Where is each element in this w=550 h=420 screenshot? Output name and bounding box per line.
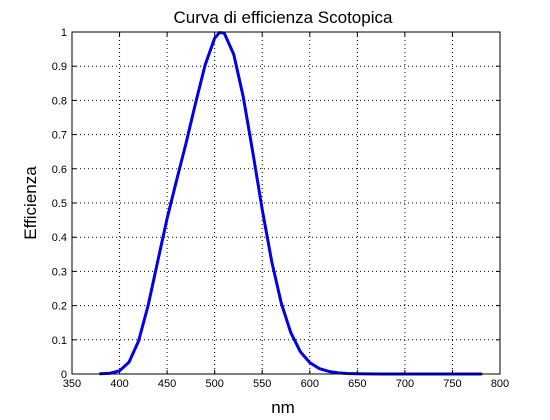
chart-title: Curva di efficienza Scotopica bbox=[174, 8, 393, 27]
y-tick-label: 0.5 bbox=[52, 198, 67, 210]
y-tick-label: 0 bbox=[61, 369, 67, 381]
x-tick-label: 350 bbox=[63, 378, 81, 390]
x-tick-label: 600 bbox=[301, 378, 319, 390]
x-tick-labels: 350 400 450 500 550 600 650 700 750 800 bbox=[63, 378, 509, 390]
y-tick-label: 0.7 bbox=[52, 130, 67, 142]
y-tick-label: 1 bbox=[61, 27, 67, 39]
y-tick-label: 0.9 bbox=[52, 61, 67, 73]
x-tick-label: 550 bbox=[253, 378, 271, 390]
x-tick-label: 500 bbox=[205, 378, 223, 390]
y-tick-label: 0.4 bbox=[52, 232, 67, 244]
x-tick-label: 700 bbox=[396, 378, 414, 390]
x-tick-label: 450 bbox=[158, 378, 176, 390]
x-axis-title: nm bbox=[271, 398, 295, 417]
y-tick-label: 0.2 bbox=[52, 301, 67, 313]
y-tick-label: 0.8 bbox=[52, 95, 67, 107]
x-tick-label: 650 bbox=[348, 378, 366, 390]
x-tick-label: 750 bbox=[443, 378, 461, 390]
y-axis-title: Efficienza bbox=[21, 166, 40, 240]
y-tick-label: 0.1 bbox=[52, 335, 67, 347]
x-tick-label: 800 bbox=[491, 378, 509, 390]
grid-lines bbox=[72, 32, 500, 374]
x-tick-label: 400 bbox=[110, 378, 128, 390]
y-tick-labels: 0 0.1 0.2 0.3 0.4 0.5 0.6 0.7 0.8 0.9 1 bbox=[52, 27, 67, 381]
y-tick-label: 0.6 bbox=[52, 164, 67, 176]
axis-ticks bbox=[71, 31, 501, 375]
y-tick-label: 0.3 bbox=[52, 266, 67, 278]
